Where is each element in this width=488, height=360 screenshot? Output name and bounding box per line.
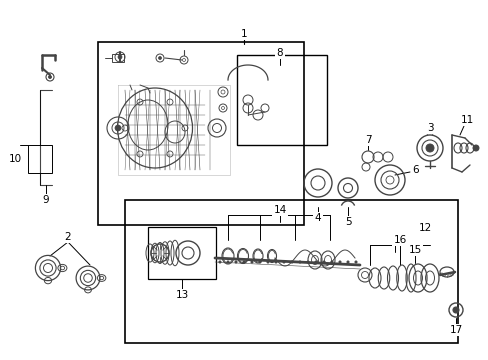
Circle shape (158, 57, 161, 59)
Circle shape (314, 261, 317, 263)
Text: 2: 2 (64, 232, 71, 242)
Circle shape (115, 125, 121, 131)
Circle shape (218, 261, 221, 263)
Text: 13: 13 (175, 290, 188, 300)
Circle shape (118, 55, 122, 59)
Text: 5: 5 (344, 217, 350, 227)
Circle shape (306, 261, 308, 263)
Circle shape (250, 261, 253, 263)
Circle shape (226, 261, 229, 263)
Text: 11: 11 (459, 115, 473, 125)
Text: 17: 17 (448, 325, 462, 335)
Circle shape (48, 76, 51, 78)
Circle shape (298, 261, 301, 263)
Circle shape (266, 261, 269, 263)
Bar (125, 200, 457, 343)
Text: 3: 3 (426, 123, 432, 133)
Circle shape (290, 261, 293, 263)
Text: 4: 4 (314, 213, 321, 223)
Bar (112, 54, 124, 62)
Bar (28, 145, 52, 173)
Text: 8: 8 (276, 48, 283, 58)
Text: 15: 15 (407, 245, 421, 255)
Text: 10: 10 (8, 154, 21, 164)
Circle shape (322, 261, 325, 263)
Circle shape (274, 261, 277, 263)
Circle shape (354, 261, 356, 263)
Circle shape (282, 261, 285, 263)
Text: 16: 16 (392, 235, 406, 245)
Circle shape (258, 261, 261, 263)
Circle shape (425, 144, 433, 152)
Text: 9: 9 (42, 195, 49, 205)
Circle shape (338, 261, 341, 263)
Circle shape (472, 145, 478, 151)
Circle shape (234, 261, 237, 263)
Text: 1: 1 (240, 29, 247, 39)
Circle shape (452, 307, 458, 313)
Text: 7: 7 (364, 135, 370, 145)
Bar (237, 55, 326, 145)
Bar (148, 227, 216, 279)
Bar (98, 42, 304, 225)
Circle shape (330, 261, 332, 263)
Text: 12: 12 (418, 223, 431, 233)
Text: 6: 6 (412, 165, 418, 175)
Text: 14: 14 (273, 205, 286, 215)
Circle shape (243, 261, 244, 263)
Circle shape (346, 261, 348, 263)
